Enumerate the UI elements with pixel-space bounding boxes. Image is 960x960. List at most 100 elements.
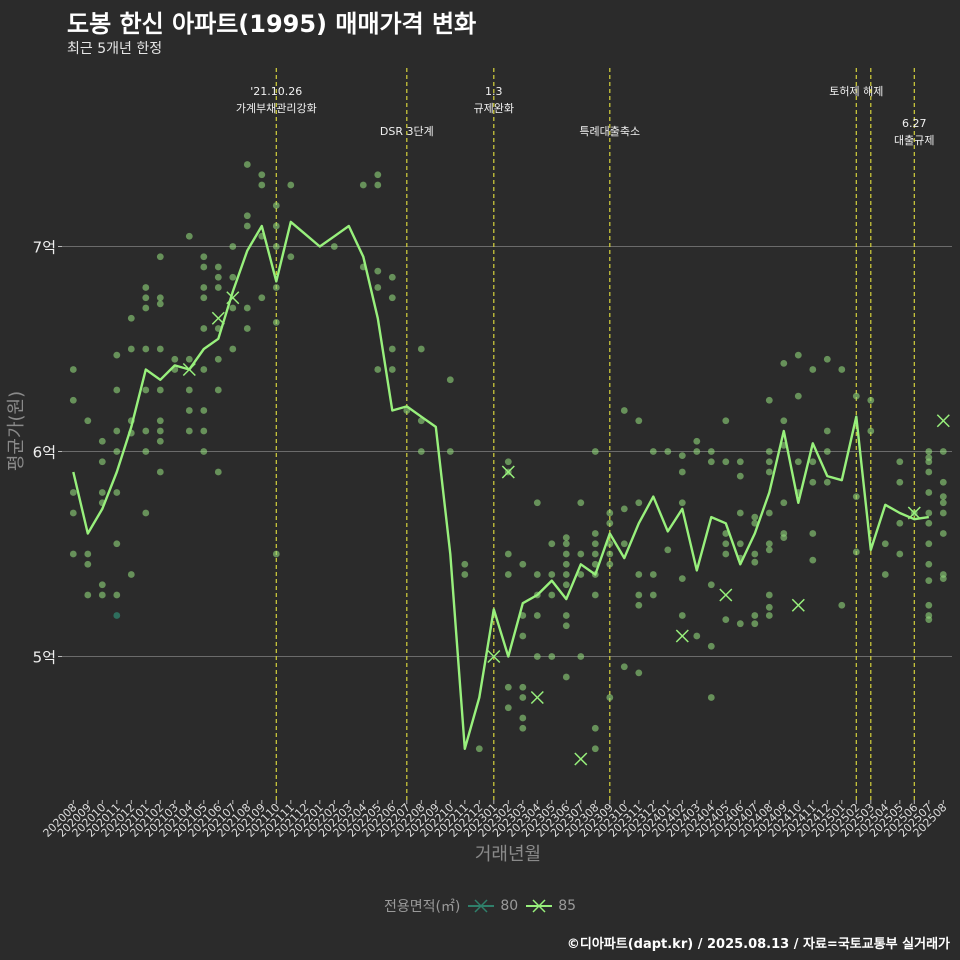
- transaction-point-85: [533, 612, 541, 619]
- transaction-point-85: [156, 345, 164, 353]
- transaction-point-85: [852, 493, 860, 500]
- transaction-point-85: [809, 458, 817, 466]
- transaction-point-85: [243, 212, 251, 220]
- transaction-point-85: [649, 448, 657, 455]
- transaction-point-85: [635, 591, 643, 599]
- transaction-point-85: [272, 318, 280, 326]
- transaction-point-85: [214, 284, 222, 291]
- transaction-point-85: [113, 489, 121, 496]
- transaction-point-85: [881, 571, 889, 578]
- y-axis-title: 평균가(원): [6, 391, 27, 471]
- x-axis-title: 거래년월: [475, 844, 541, 865]
- cross-stroke: [675, 629, 689, 643]
- transaction-point-85: [548, 540, 556, 548]
- event-label: 6.27: [902, 117, 927, 130]
- transaction-point-85: [896, 550, 904, 558]
- transaction-point-85: [156, 386, 164, 394]
- transaction-point-85: [113, 591, 121, 599]
- transaction-point-85: [69, 509, 77, 517]
- transaction-point-85: [504, 458, 512, 466]
- transaction-point-85: [272, 222, 280, 230]
- legend-item-80: 80: [468, 897, 518, 915]
- transaction-point-85: [446, 448, 454, 455]
- transaction-point-85: [823, 427, 831, 435]
- cross-stroke: [574, 752, 588, 766]
- transaction-point-85: [200, 294, 208, 302]
- transaction-point-85: [925, 448, 933, 455]
- event-label: 1.3: [485, 85, 503, 98]
- transaction-point-85: [707, 694, 715, 701]
- transaction-point-85: [287, 181, 295, 189]
- transaction-point-85: [374, 181, 382, 189]
- transaction-point-85: [577, 571, 585, 578]
- transaction-point-85: [765, 591, 773, 599]
- transaction-point-85: [142, 294, 150, 302]
- transaction-point-85: [664, 448, 672, 455]
- transaction-point-85: [620, 663, 628, 671]
- transaction-point-85: [751, 513, 759, 521]
- transaction-point-85: [591, 591, 599, 599]
- transaction-point-85: [519, 724, 527, 732]
- transaction-point-85: [258, 171, 266, 179]
- transaction-point-85: [98, 489, 106, 496]
- transaction-point-85: [678, 468, 686, 476]
- transaction-point-85: [229, 273, 237, 281]
- transaction-point-85: [620, 505, 628, 513]
- transaction-point-85: [896, 478, 904, 486]
- transaction-point-85: [794, 351, 802, 359]
- transaction-point-85: [142, 304, 150, 312]
- transaction-point-85: [635, 417, 643, 425]
- event-label: '21.10.26: [250, 85, 302, 98]
- transaction-point-85: [98, 458, 106, 466]
- transaction-point-85: [185, 427, 193, 435]
- transaction-point-85: [127, 571, 135, 578]
- transaction-point-85: [142, 509, 150, 517]
- transaction-point-85: [925, 489, 933, 496]
- transaction-point-85: [620, 540, 628, 548]
- axis-layer: 5억6억7억2020082020092020102020112020122021…: [6, 239, 949, 866]
- transaction-point-85: [635, 499, 643, 507]
- transaction-point-85: [446, 376, 454, 384]
- transaction-point-85: [562, 622, 570, 630]
- transaction-point-85: [591, 745, 599, 753]
- transaction-point-85: [461, 560, 469, 568]
- transaction-point-85: [142, 448, 150, 455]
- grid-layer: [62, 246, 952, 657]
- transaction-point-85: [678, 612, 686, 619]
- transaction-point-85: [113, 540, 121, 548]
- transaction-point-85: [84, 417, 92, 425]
- transaction-point-85: [388, 273, 396, 281]
- transaction-point-85: [562, 560, 570, 568]
- event-label: 특례대출축소: [579, 125, 640, 138]
- transaction-point-85: [330, 243, 338, 250]
- transaction-point-85: [200, 448, 208, 455]
- legend-label-80: 80: [500, 898, 519, 914]
- transaction-point-85: [171, 355, 179, 363]
- cross-marker-85: [530, 690, 544, 705]
- transaction-point-85: [606, 694, 614, 701]
- line-layer: [72, 220, 929, 750]
- transaction-point-85: [504, 571, 512, 578]
- transaction-point-85: [388, 345, 396, 353]
- transaction-point-85: [925, 577, 933, 585]
- cross-marker-85: [936, 414, 950, 428]
- transaction-point-85: [751, 550, 759, 558]
- transaction-point-85: [562, 571, 570, 578]
- transaction-point-85: [156, 300, 164, 308]
- transaction-point-85: [939, 448, 947, 455]
- transaction-point-85: [722, 458, 730, 466]
- transaction-point-85: [925, 560, 933, 568]
- transaction-point-85: [185, 407, 193, 414]
- transaction-point-85: [185, 386, 193, 394]
- transaction-point-85: [823, 448, 831, 455]
- cross-marker-85: [719, 588, 733, 602]
- transaction-point-85: [548, 591, 556, 599]
- transaction-point-85: [765, 612, 773, 619]
- transaction-point-85: [736, 458, 744, 466]
- transaction-point-85: [156, 468, 164, 476]
- transaction-point-85: [765, 468, 773, 476]
- transaction-point-85: [214, 355, 222, 363]
- transaction-point-85: [185, 355, 193, 363]
- transaction-point-85: [562, 534, 570, 541]
- transaction-point-85: [678, 452, 686, 459]
